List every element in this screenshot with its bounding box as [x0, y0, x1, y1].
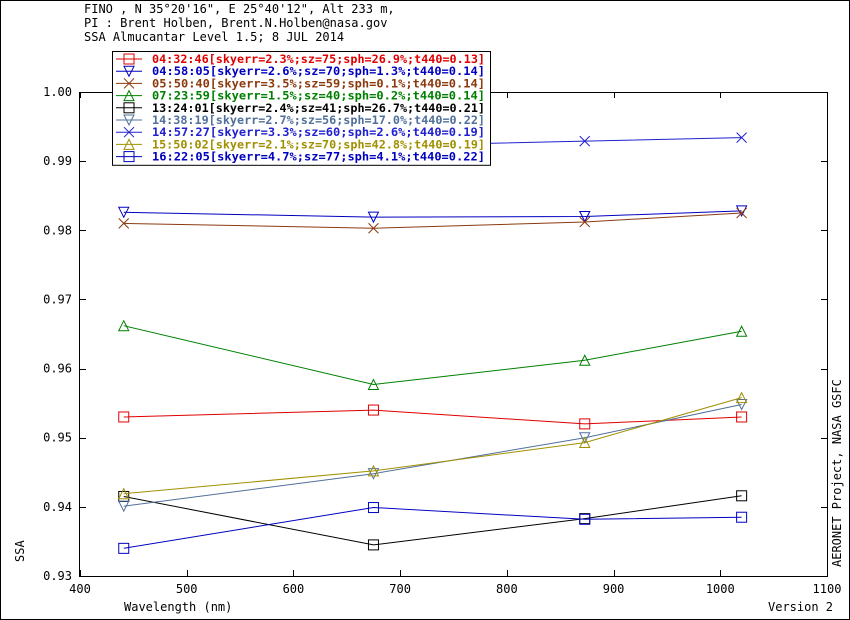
- series-3: [118, 207, 747, 234]
- legend-entry: 15:50:02[skyerr=2.1%;sz=70;sph=42.8%;t44…: [116, 137, 485, 151]
- legend-entry: 14:38:19[skyerr=2.7%;sz=56;sph=17.0%;t44…: [116, 113, 485, 127]
- data-point: [367, 404, 379, 416]
- x-tick-label: 700: [389, 582, 411, 596]
- data-point: [736, 207, 747, 219]
- x-tick-label: 600: [283, 582, 305, 596]
- legend-box: [112, 51, 491, 166]
- x-tick-label: 400: [69, 582, 91, 596]
- credit-label: AERONET Project, NASA GSFC: [830, 379, 844, 567]
- data-point: [367, 211, 380, 224]
- data-point: [579, 216, 591, 228]
- legend-marker: [123, 126, 135, 138]
- data-point: [578, 210, 591, 223]
- data-point: [579, 418, 591, 430]
- data-point: [117, 206, 130, 219]
- data-point: [735, 325, 748, 337]
- legend-marker: [123, 89, 135, 102]
- y-tick-label: 0.96: [43, 362, 72, 376]
- data-point: [367, 502, 379, 514]
- data-point: [117, 487, 130, 500]
- legend-label: 14:38:19[skyerr=2.7%;sz=56;sph=17.0%;t44…: [152, 113, 485, 127]
- x-tick-label: 900: [603, 582, 625, 596]
- legend-marker: [123, 114, 135, 127]
- data-point: [578, 354, 591, 366]
- data-point: [367, 464, 380, 477]
- y-tick-label: 0.93: [43, 569, 72, 583]
- legend-label: 15:50:02[skyerr=2.1%;sz=70;sph=42.8%;t44…: [152, 137, 485, 151]
- legend-entry: 14:57:27[skyerr=3.3%;sz=60;sph=2.6%;t440…: [116, 125, 485, 139]
- version-label: Version 2: [768, 600, 833, 614]
- data-point: [367, 378, 380, 390]
- series-line: [123, 506, 742, 549]
- legend-marker: [123, 138, 135, 150]
- x-tick-label: 800: [496, 582, 518, 596]
- y-tick-label: 0.97: [43, 292, 72, 306]
- legend-label: 13:24:01[skyerr=2.4%;sz=41;sph=26.7%;t44…: [152, 101, 485, 115]
- y-tick-label: 0.94: [43, 500, 72, 514]
- data-point: [117, 500, 130, 513]
- data-point: [736, 411, 748, 423]
- y-tick-label: 0.98: [43, 223, 72, 237]
- x-tick-label: 1100: [813, 582, 842, 596]
- legend-entry: 16:22:05[skyerr=4.7%;sz=77;sph=4.1%;t440…: [116, 150, 485, 164]
- x-axis-label: Wavelength (nm): [124, 600, 232, 614]
- y-tick-label: 0.95: [43, 431, 72, 445]
- header-pi-line: PI : Brent Holben, Brent.N.Holben@nasa.g…: [84, 16, 387, 30]
- series-line: [123, 212, 742, 229]
- data-point: [367, 468, 380, 480]
- data-point: [735, 399, 748, 411]
- x-tick-label: 1000: [706, 582, 735, 596]
- legend-label: 04:32:46[skyerr=2.3%;sz=75;sph=26.9%;t44…: [152, 52, 485, 66]
- data-point: [118, 411, 130, 423]
- data-point: [367, 539, 379, 551]
- series-8: [117, 391, 748, 500]
- y-tick-label: 1.00: [43, 85, 72, 99]
- y-axis-label: SSA: [13, 540, 27, 562]
- legend: 04:32:46[skyerr=2.3%;sz=75;sph=26.9%;t44…: [112, 51, 491, 166]
- series-line: [123, 495, 742, 546]
- legend-marker: [123, 65, 135, 78]
- data-point: [579, 513, 591, 525]
- legend-marker: [123, 53, 135, 65]
- legend-label: 07:23:59[skyerr=1.5%;sz=40;sph=0.2%;t440…: [152, 89, 485, 103]
- data-point: [368, 222, 379, 234]
- data-point: [735, 391, 748, 404]
- legend-marker: [123, 151, 135, 163]
- series-line: [123, 325, 742, 386]
- data-point: [736, 132, 747, 143]
- series-4: [117, 319, 748, 390]
- series-2: [117, 205, 748, 224]
- series-9: [118, 502, 748, 554]
- data-point: [118, 542, 130, 554]
- legend-label: 05:50:40[skyerr=3.5%;sz=59;sph=0.1%;t440…: [152, 76, 485, 90]
- data-point: [578, 432, 591, 444]
- data-point: [117, 319, 130, 332]
- header-product-line: SSA Almucantar Level 1.5; 8 JUL 2014: [84, 30, 344, 44]
- legend-entry: 13:24:01[skyerr=2.4%;sz=41;sph=26.7%;t44…: [116, 101, 485, 115]
- series-line: [123, 397, 742, 495]
- legend-marker: [123, 102, 135, 114]
- data-point: [578, 436, 591, 449]
- series-layer: [117, 132, 748, 554]
- header-site-line: FINO , N 35°20'16", E 25°40'12", Alt 233…: [84, 2, 395, 16]
- legend-entry: 04:58:05[skyerr=2.6%;sz=70;sph=1.3%;t440…: [116, 64, 485, 78]
- axis-ticks: 400 500 600 700 800 900 1000 1100 0.93 0.94 0.95 0.…: [43, 85, 841, 596]
- legend-label: 04:58:05[skyerr=2.6%;sz=70;sph=1.3%;t440…: [152, 64, 485, 78]
- legend-entry: 05:50:40[skyerr=3.5%;sz=59;sph=0.1%;t440…: [116, 76, 485, 90]
- y-tick-label: 0.99: [43, 154, 72, 168]
- legend-entry: 07:23:59[skyerr=1.5%;sz=40;sph=0.2%;t440…: [116, 89, 485, 103]
- legend-marker: [123, 78, 135, 89]
- series-line: [123, 404, 742, 507]
- legend-entry: 04:32:46[skyerr=2.3%;sz=75;sph=26.9%;t44…: [116, 52, 485, 66]
- data-point: [579, 135, 591, 147]
- data-point: [736, 490, 748, 502]
- data-point: [736, 511, 748, 523]
- x-tick-label: 500: [176, 582, 198, 596]
- series-line: [123, 210, 742, 218]
- legend-label: 14:57:27[skyerr=3.3%;sz=60;sph=2.6%;t440…: [152, 125, 485, 139]
- series-6: [117, 399, 748, 513]
- legend-label: 16:22:05[skyerr=4.7%;sz=77;sph=4.1%;t440…: [152, 150, 485, 164]
- data-point: [118, 218, 130, 229]
